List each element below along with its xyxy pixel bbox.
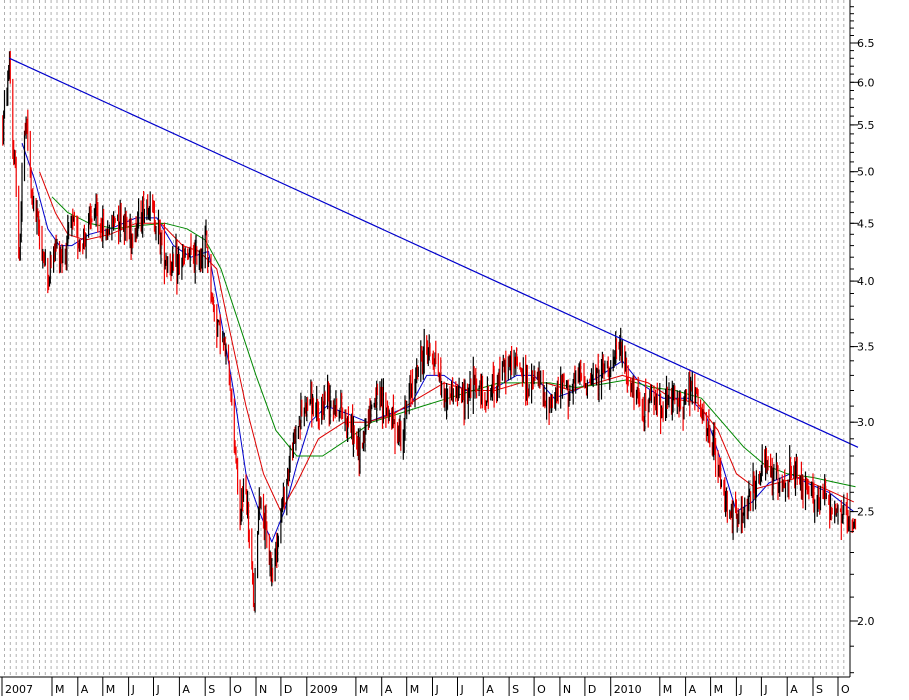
x-tick-label: A xyxy=(182,683,190,696)
x-tick-label: 2007 xyxy=(5,683,33,696)
x-tick-label: J xyxy=(156,683,160,696)
x-tick-label: D xyxy=(284,683,292,696)
x-tick-label: S xyxy=(208,683,215,696)
y-tick-label: 4.5 xyxy=(857,217,875,230)
x-tick-label: J xyxy=(460,683,464,696)
x-tick-label: J xyxy=(738,683,742,696)
y-tick-label: 2.5 xyxy=(857,506,875,519)
y-tick-label: 4.0 xyxy=(857,275,875,288)
x-tick-label: M xyxy=(663,683,673,696)
x-tick-label: M xyxy=(359,683,369,696)
x-tick-label: J xyxy=(763,683,767,696)
x-tick-label: N xyxy=(563,683,571,696)
y-tick-label: 2.0 xyxy=(857,615,875,628)
x-tick-label: A xyxy=(81,683,89,696)
x-tick-label: S xyxy=(512,683,519,696)
y-tick-label: 5.5 xyxy=(857,119,875,132)
x-tick-label: S xyxy=(816,683,823,696)
resistance-trendline xyxy=(9,57,859,448)
price-bar-layer xyxy=(2,51,857,613)
moving-average-line-3 xyxy=(51,196,856,488)
x-tick-label: O xyxy=(841,683,850,696)
axis-layer: 6.5 6.0 5.5 5.0 4.5 4.0 3.5 3.0 2.5 2.0 2007 M A M J J A… xyxy=(0,0,875,696)
x-tick-label: O xyxy=(537,683,546,696)
x-tick-label: A xyxy=(689,683,697,696)
x-tick-label: A xyxy=(486,683,494,696)
y-tick-label: 6.0 xyxy=(857,76,875,89)
x-tick-label: M xyxy=(106,683,116,696)
x-tick-label: 2009 xyxy=(310,683,338,696)
y-tick-label: 5.0 xyxy=(857,166,875,179)
trendline-layer xyxy=(9,57,859,448)
x-tick-label: A xyxy=(790,683,798,696)
y-tick-label: 6.5 xyxy=(857,37,875,50)
x-tick-label: M xyxy=(55,683,65,696)
x-tick-label: 2010 xyxy=(614,683,642,696)
x-tick-label: N xyxy=(259,683,267,696)
y-tick-label: 3.0 xyxy=(857,416,875,429)
x-tick-label: J xyxy=(435,683,439,696)
x-tick-label: M xyxy=(410,683,420,696)
x-tick-label: O xyxy=(233,683,242,696)
x-tick-label: A xyxy=(385,683,393,696)
y-tick-label: 3.5 xyxy=(857,341,875,354)
x-tick-label: D xyxy=(588,683,596,696)
x-tick-label: J xyxy=(131,683,135,696)
x-tick-label: M xyxy=(714,683,724,696)
